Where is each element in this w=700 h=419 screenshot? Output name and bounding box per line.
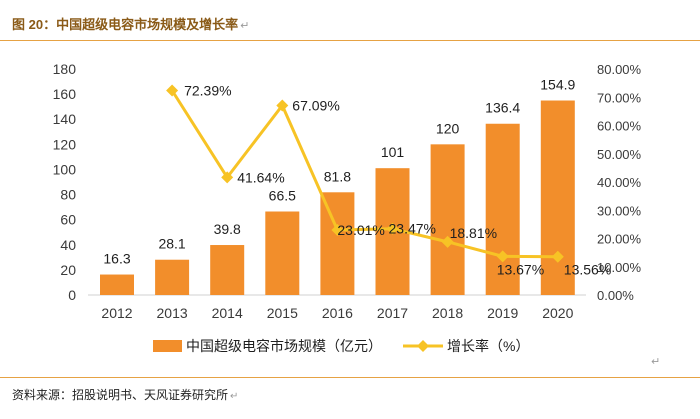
bar-value-label: 136.4 (485, 100, 520, 116)
bar (320, 192, 355, 295)
figure-title: 图 20：中国超级电容市场规模及增长率 ↵ (12, 14, 249, 33)
bar (155, 259, 190, 295)
bar-value-label: 16.3 (103, 251, 130, 267)
growth-rate-marker (496, 250, 509, 263)
bar (210, 245, 245, 295)
figure-title-text: 图 20：中国超级电容市场规模及增长率 (12, 17, 239, 32)
legend-line-marker (417, 340, 429, 352)
growth-rate-marker (166, 84, 179, 97)
bar-value-label: 154.9 (540, 77, 575, 93)
x-tick-label: 2013 (157, 305, 188, 321)
x-tick-label: 2018 (432, 305, 463, 321)
y-right-tick-label: 80.00% (597, 62, 642, 77)
growth-rate-marker (386, 222, 399, 235)
y-right-tick-label: 70.00% (597, 90, 642, 105)
growth-rate-marker (441, 235, 454, 248)
x-tick-label: 2020 (542, 305, 573, 321)
top-divider (0, 40, 700, 41)
y-right-tick-label: 30.00% (597, 203, 642, 218)
y-right-tick-label: 20.00% (597, 232, 642, 247)
y-left-tick-label: 160 (53, 86, 77, 102)
legend-bar-label: 中国超级电容市场规模（亿元） (186, 338, 382, 354)
source-text: 资料来源：招股说明书、天风证券研究所 (12, 388, 229, 402)
x-tick-label: 2015 (267, 305, 298, 321)
growth-rate-label: 67.09% (292, 97, 339, 113)
growth-rate-label: 23.47% (389, 221, 436, 237)
y-left-tick-label: 0 (68, 287, 76, 303)
legend-bar-swatch (153, 340, 182, 352)
y-left-tick-label: 60 (60, 212, 76, 228)
x-tick-label: 2017 (377, 305, 408, 321)
bar (485, 123, 520, 296)
x-tick-label: 2016 (322, 305, 353, 321)
bar-value-label: 81.8 (324, 168, 351, 184)
y-right-tick-label: 0.00% (597, 288, 634, 303)
y-right-tick-label: 50.00% (597, 147, 642, 162)
bar (430, 144, 465, 295)
growth-rate-label: 72.39% (184, 82, 231, 98)
y-right-tick-label: 10.00% (597, 260, 642, 275)
bar-value-label: 120 (436, 120, 460, 136)
bar (265, 211, 300, 295)
y-left-tick-label: 20 (60, 262, 76, 278)
bar (100, 274, 134, 295)
source-return-mark: ↵ (230, 391, 239, 402)
y-left-tick-label: 120 (53, 136, 77, 152)
growth-rate-marker (551, 250, 564, 263)
x-tick-label: 2014 (212, 305, 243, 321)
growth-rate-marker (221, 171, 234, 184)
growth-rate-line (170, 89, 558, 259)
growth-rate-label: 23.01% (337, 222, 384, 238)
legend-line-label: 增长率（%） (447, 338, 529, 354)
growth-rate-label: 13.67% (497, 261, 544, 277)
bottom-divider (0, 377, 700, 378)
y-left-tick-label: 140 (53, 111, 77, 127)
bar-value-label: 101 (381, 144, 405, 160)
return-mark: ↵ (240, 20, 250, 32)
y-left-tick-label: 100 (53, 161, 77, 177)
paragraph-return-mark: ↵ (651, 356, 661, 368)
y-left-tick-label: 180 (53, 61, 77, 77)
growth-rate-marker (276, 99, 289, 112)
y-left-tick-label: 40 (60, 237, 76, 253)
y-right-tick-label: 40.00% (597, 175, 642, 190)
x-tick-label: 2012 (101, 305, 132, 321)
growth-rate-label: 13.56% (564, 262, 611, 278)
growth-rate-label: 41.64% (237, 169, 284, 185)
growth-rate-label: 18.81% (450, 225, 497, 241)
y-left-tick-label: 80 (60, 187, 76, 203)
bar-value-label: 28.1 (158, 236, 185, 252)
growth-rate-marker (331, 223, 344, 236)
bar-value-label: 39.8 (214, 221, 241, 237)
x-tick-label: 2019 (487, 305, 518, 321)
y-right-tick-label: 60.00% (597, 119, 642, 134)
bar-value-label: 66.5 (269, 188, 296, 204)
source-note: 资料来源：招股说明书、天风证券研究所 ↵ (12, 386, 238, 403)
